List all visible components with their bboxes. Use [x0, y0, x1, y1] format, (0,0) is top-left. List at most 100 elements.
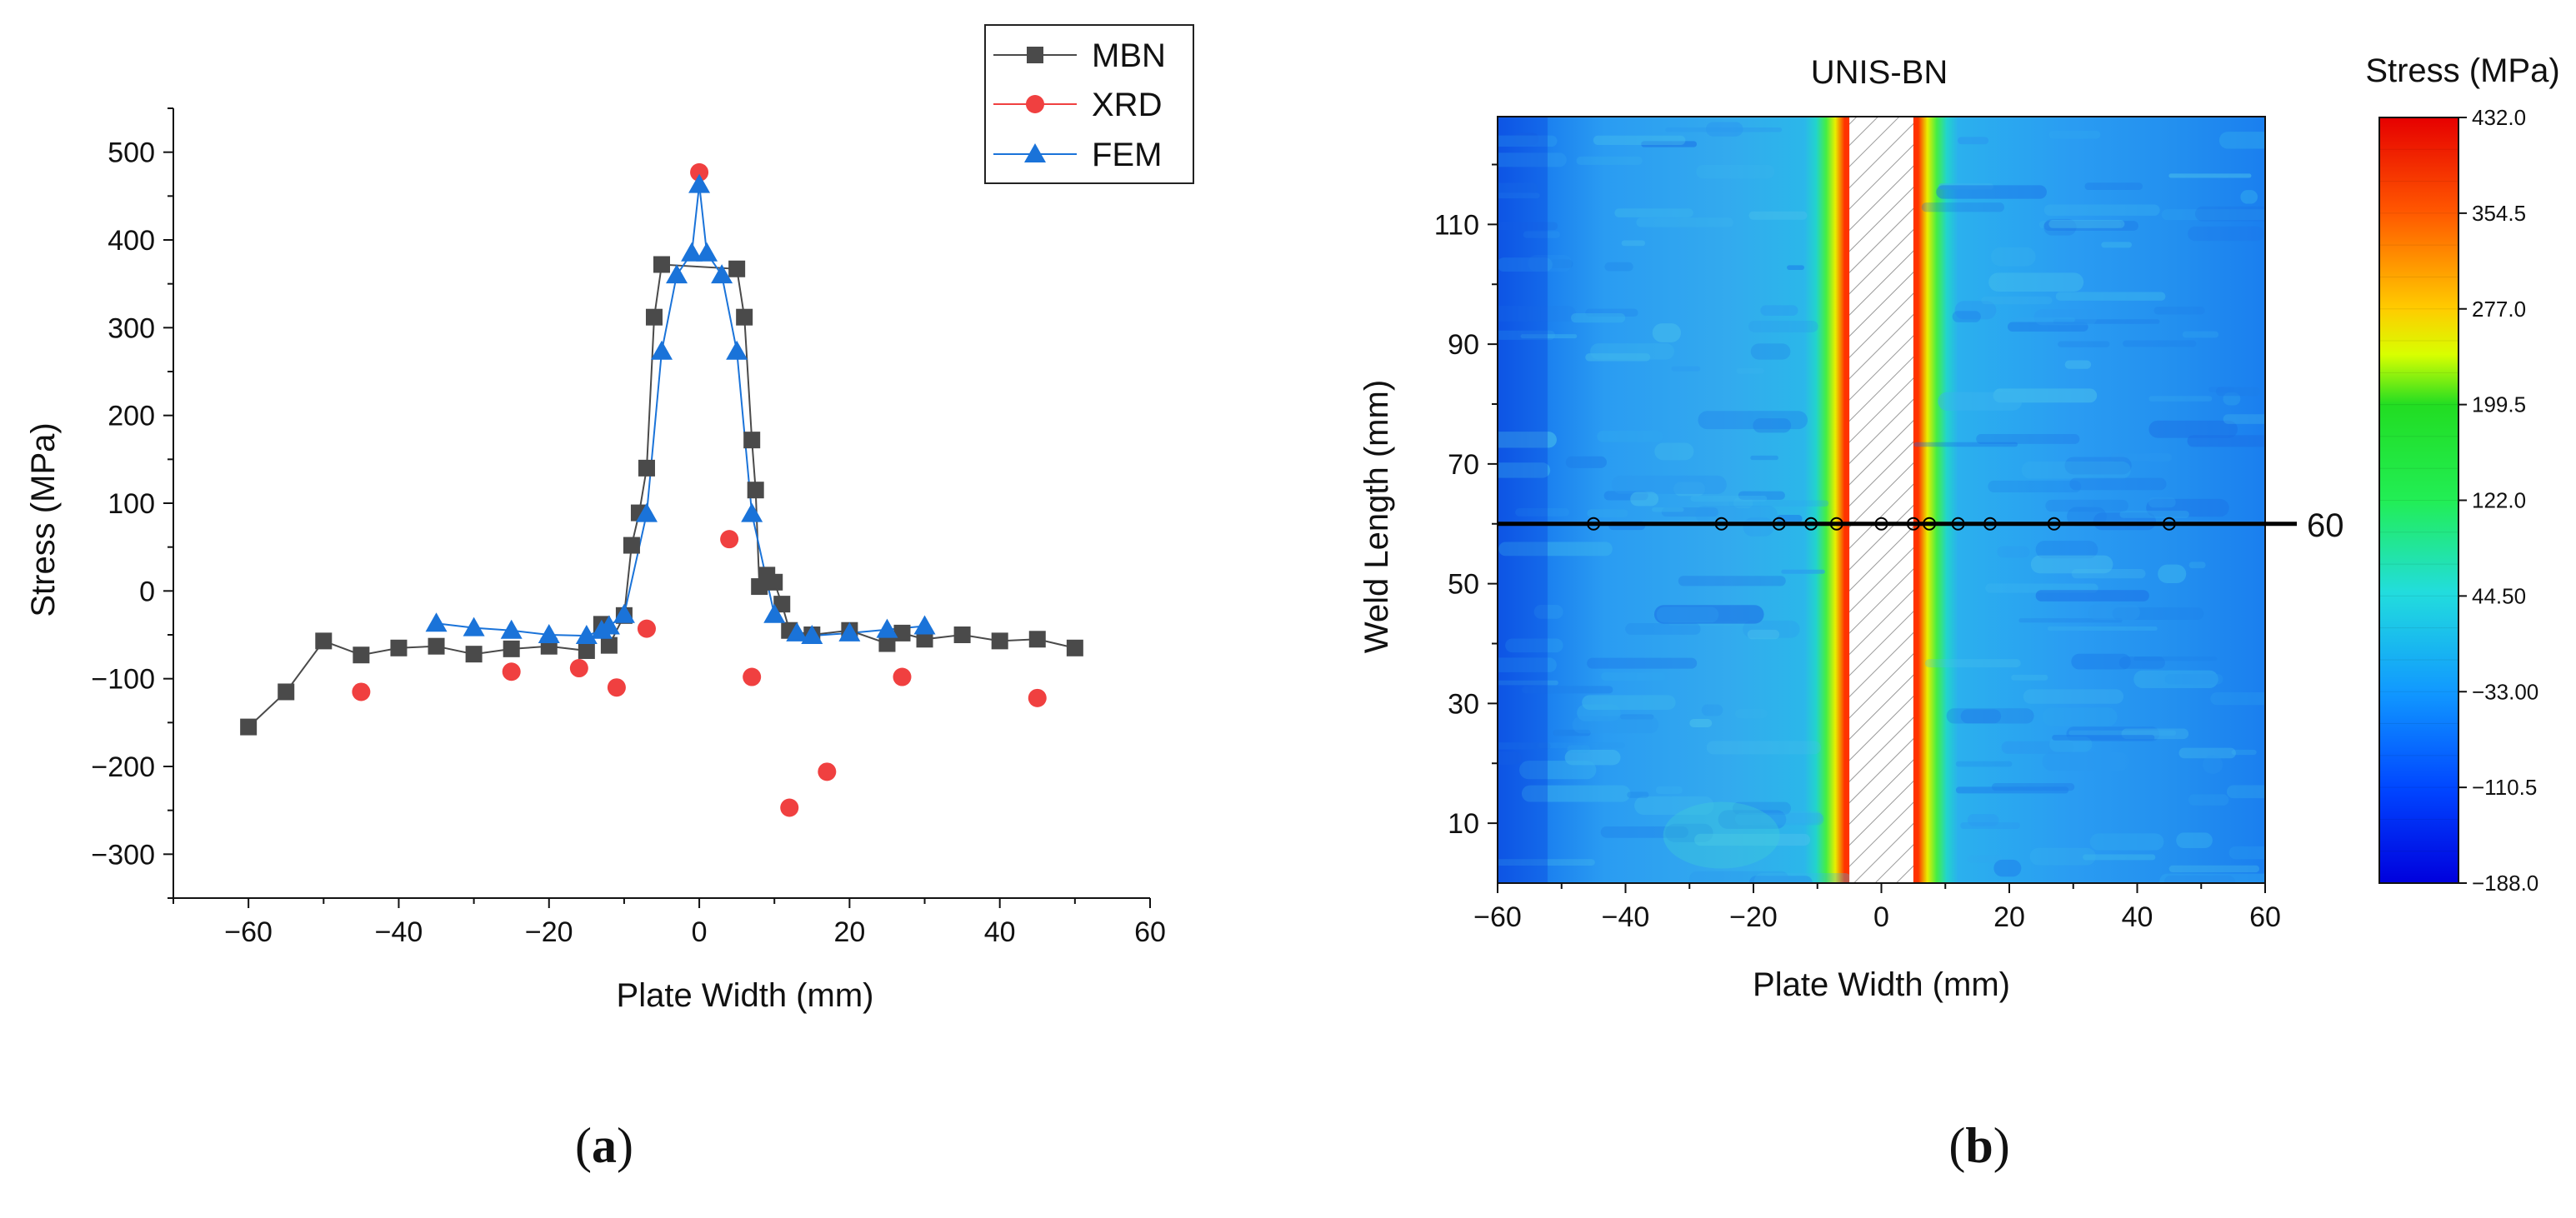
panel-b-chart: UNIS-BN −60 −40 −20 0 20 40 60 10 30 50 70 90 110 60… — [1358, 52, 2560, 1003]
heatmap-streak — [2030, 555, 2113, 574]
heatmap-streak — [1604, 262, 1633, 272]
heatmap-streak — [1590, 343, 1674, 360]
heatmap-streak — [1938, 183, 1994, 190]
data-point-fem — [838, 621, 861, 641]
heatmap-streak — [1656, 607, 1719, 623]
heatmap-streak — [1528, 254, 1573, 272]
panel-a-y-tick-label: 100 — [108, 488, 155, 520]
measurement-point — [1951, 517, 1965, 531]
heatmap-streak — [2110, 453, 2173, 462]
heatmap-streak — [2178, 747, 2236, 759]
panel-b-x-tick-label: 40 — [2122, 901, 2153, 933]
panel-a-legend: MBN XRD FEM — [984, 24, 1194, 184]
heatmap-streak — [1564, 750, 1621, 766]
heatmap-streak — [1653, 605, 1764, 624]
heatmap-streak — [1997, 546, 2030, 558]
colorbar-tick-label: 122.0 — [2472, 488, 2526, 513]
legend-entry-fem: FEM — [993, 137, 1162, 173]
heatmap-streak — [1572, 716, 1659, 734]
heatmap-streak — [1498, 657, 1557, 672]
heatmap-streak — [2188, 562, 2206, 569]
data-point-mbn — [638, 459, 655, 477]
heatmap-streak — [1655, 786, 1683, 794]
heatmap-streak — [1582, 695, 1676, 710]
heatmap-streak — [2168, 173, 2252, 178]
heatmap-streak — [2021, 461, 2131, 479]
data-point-mbn — [878, 635, 896, 652]
heatmap-cyan-patch — [1663, 801, 1780, 869]
heatmap-streak — [1565, 456, 1607, 468]
data-point-fem — [741, 502, 763, 522]
heatmap-streak — [1967, 855, 2003, 863]
heatmap-streak — [2033, 309, 2098, 326]
data-point-fem — [635, 502, 658, 522]
data-point-mbn — [1028, 631, 1046, 648]
heatmap-streak — [2210, 691, 2265, 706]
heatmap-streak — [2011, 674, 2048, 681]
heatmap-streak — [1585, 353, 1651, 362]
weld-zone-hatch — [1849, 117, 1913, 883]
heatmap-streak — [2052, 735, 2155, 741]
heatmap-streak — [1652, 507, 1684, 512]
heatmap-streak — [1585, 308, 1638, 317]
heatmap-streak — [1988, 480, 2082, 493]
heatmap-streak — [2047, 626, 2158, 631]
heatmap-streak — [2182, 331, 2219, 338]
panel-b-y-axis-label: Weld Length (mm) — [1358, 380, 1395, 653]
heatmap-streak — [2045, 499, 2128, 512]
heatmap-streak — [1597, 431, 1663, 442]
panel-b-y-tick-label: 30 — [1448, 688, 1479, 720]
heatmap-streak — [2064, 457, 2132, 475]
heatmap-streak — [2226, 785, 2265, 799]
heatmap-streak — [1960, 709, 2002, 724]
heatmap-streak — [1952, 311, 1981, 322]
heatmap-streak — [1735, 709, 1768, 719]
data-point-xrd — [690, 162, 709, 182]
colorbar-tick-label: −188.0 — [2472, 871, 2538, 896]
heatmap-streak — [1522, 686, 1613, 694]
heatmap-streak — [1498, 222, 1558, 231]
heatmap-streak — [1728, 500, 1829, 507]
heatmap-streak — [2164, 673, 2223, 685]
heatmap-streak — [1913, 442, 2018, 447]
heatmap-streak — [1625, 623, 1701, 635]
data-point-fem — [801, 625, 823, 645]
measurement-point — [1906, 517, 1920, 531]
heatmap-streak — [1498, 152, 1567, 167]
heatmap-streak — [1981, 296, 2053, 305]
heatmap-streak — [2043, 218, 2077, 236]
data-point-fem — [696, 242, 718, 262]
measurement-point — [1983, 517, 1997, 531]
colorbar-tick-label: 277.0 — [2472, 297, 2526, 322]
heatmap-streak — [1958, 137, 1989, 145]
panel-a-x-tick-label: 20 — [833, 916, 865, 948]
measurement-point — [1874, 517, 1888, 531]
heatmap-streak — [2101, 242, 2133, 248]
heatmap-streak — [1619, 714, 1654, 720]
panel-b-x-tick-label: −40 — [1602, 901, 1650, 933]
heatmap-streak — [2064, 360, 2092, 369]
data-point-mbn — [766, 573, 783, 591]
heatmap-streak — [2188, 226, 2264, 242]
heatmap-streak — [1706, 741, 1822, 755]
heatmap-streak — [2055, 292, 2166, 301]
heatmap-streak — [1498, 182, 1538, 193]
heatmap-streak — [1634, 796, 1714, 815]
measurement-line — [1498, 517, 2297, 531]
heatmap-streak — [1498, 462, 1551, 478]
heatmap-streak — [2188, 794, 2229, 806]
data-point-xrd — [720, 530, 739, 549]
heatmap-streak — [1671, 366, 1701, 372]
heatmap-streak — [1636, 217, 1733, 227]
panel-b-y-tick-label: 10 — [1448, 808, 1479, 840]
data-point-fem — [681, 242, 703, 262]
colorbar-tick-label: 354.5 — [2472, 201, 2526, 226]
heatmap-streak — [1748, 321, 1818, 332]
heatmap-streak — [2231, 749, 2257, 756]
heatmap-streak — [1498, 859, 1595, 866]
heatmap-streak — [1955, 786, 2069, 794]
heatmap-streak — [2208, 387, 2234, 392]
heatmap-streak — [1760, 305, 1798, 316]
heatmap-streak — [1600, 826, 1688, 838]
